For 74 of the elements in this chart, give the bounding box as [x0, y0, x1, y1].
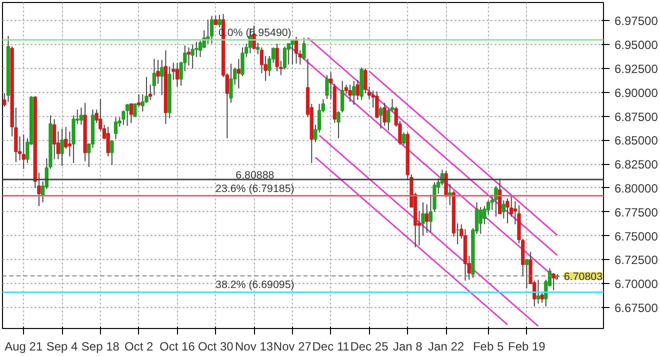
- candlestick: [448, 184, 452, 206]
- line-series: [314, 156, 508, 326]
- candlestick: [125, 103, 130, 126]
- ref-line-label: 38.2% (6.69095): [216, 279, 294, 292]
- y-tick-label: 6.97500: [614, 14, 658, 28]
- candlestick: [425, 204, 429, 234]
- candlestick: [340, 80, 344, 113]
- candlestick: [325, 74, 329, 100]
- x-tick-label: Dec 25: [350, 340, 389, 354]
- x-tick-label: Oct 30: [198, 340, 234, 354]
- candlestick: [160, 59, 164, 96]
- y-tick-label: 6.77500: [614, 205, 658, 220]
- candlestick: [536, 279, 540, 304]
- y-tick-label: 6.72500: [614, 253, 658, 268]
- x-tick-label: Dec 11: [312, 340, 350, 354]
- y-tick-label: 6.85000: [614, 134, 658, 148]
- x-tick-label: Nov 13: [235, 340, 274, 354]
- candlestick: [129, 103, 133, 124]
- y-tick-label: 6.82500: [614, 158, 658, 172]
- candlestick: [402, 132, 406, 146]
- candlestick: [506, 198, 510, 224]
- x-tick-label: Sep 4: [46, 340, 78, 354]
- x-tick-label: Aug 21: [4, 340, 43, 354]
- candlestick: [152, 58, 156, 96]
- y-tick-label: 6.75000: [614, 229, 658, 244]
- candlestick: [136, 94, 141, 108]
- candlestick: [210, 15, 214, 44]
- candlestick: [290, 39, 294, 66]
- candlestick: [218, 14, 222, 28]
- candlestick: [382, 102, 386, 126]
- y-tick-label: 6.92500: [614, 62, 658, 76]
- candlestick: [456, 222, 460, 245]
- candlestick: [524, 259, 529, 289]
- y-tick-label: 6.95000: [614, 38, 658, 52]
- candlestick: [114, 116, 118, 140]
- y-tick-label: 6.90000: [614, 86, 658, 100]
- candlestick: [110, 140, 114, 166]
- candlestick: [302, 37, 306, 60]
- candlestick: [502, 200, 506, 220]
- line-series: [318, 134, 539, 327]
- candlestick: [275, 43, 279, 72]
- candlestick: [478, 206, 482, 234]
- x-tick-label: Sep 18: [81, 340, 120, 354]
- y-tick-label: 6.87500: [614, 110, 658, 124]
- candlestick: [206, 19, 210, 44]
- candlestick: [356, 79, 360, 101]
- x-tick-label: Oct 2: [124, 340, 154, 354]
- candlestick: [352, 80, 356, 106]
- candlestick: [378, 106, 383, 130]
- candlestick: [236, 58, 241, 90]
- candlestick: [286, 43, 290, 66]
- candlestick: [348, 84, 352, 102]
- y-tick-label: 6.70000: [614, 277, 658, 292]
- ref-line-label: 6.70803: [564, 270, 603, 283]
- y-tick-label: 6.67500: [614, 300, 658, 315]
- x-tick-label: Nov 27: [273, 340, 312, 354]
- candlestick: [552, 272, 556, 291]
- x-tick-label: Jan 8: [392, 340, 423, 354]
- line-series: [307, 37, 558, 256]
- line-series: [368, 70, 558, 236]
- candlestick: [22, 134, 26, 170]
- candlestick: [198, 40, 202, 58]
- x-tick-label: Jan 22: [428, 340, 464, 354]
- x-tick-label: Feb 5: [472, 340, 504, 354]
- candlestick: [79, 107, 84, 126]
- candlestick: [52, 118, 56, 160]
- candlestick: [175, 62, 180, 88]
- ref-line-label: 6.80888: [236, 169, 274, 182]
- candlestick: [60, 128, 64, 166]
- y-tick-label: 6.80000: [614, 181, 658, 196]
- x-tick-label: Feb 19: [508, 340, 546, 354]
- candlestick: [190, 44, 194, 69]
- x-tick-label: Oct 16: [160, 340, 196, 354]
- ref-line-label: 23.6% (6.79185): [216, 182, 294, 195]
